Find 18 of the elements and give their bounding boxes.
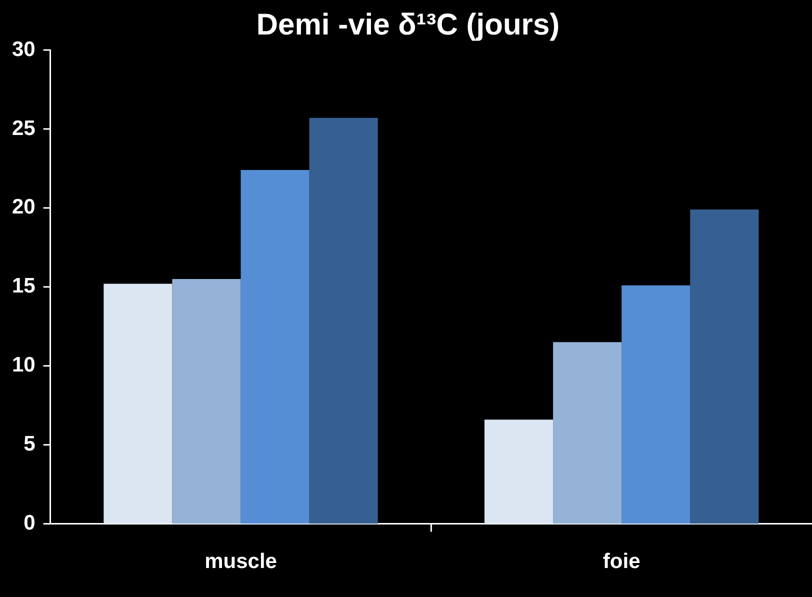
bar — [484, 420, 554, 524]
y-tick-label: 25 — [12, 116, 36, 140]
y-tick-label: 0 — [24, 512, 36, 535]
bar — [309, 118, 378, 524]
bar — [690, 210, 759, 524]
bar — [553, 342, 622, 524]
y-tick-label: 10 — [12, 354, 36, 377]
y-tick-label: 30 — [12, 38, 36, 61]
bar — [240, 170, 310, 524]
y-tick-label: 15 — [12, 274, 36, 298]
x-tick-label: muscle — [204, 550, 277, 574]
bar — [622, 285, 690, 524]
bar — [104, 284, 172, 524]
y-tick-label: 20 — [12, 196, 36, 219]
x-tick-label: foie — [602, 550, 640, 574]
chart-title: Demi -vie δ¹³C (jours) — [256, 8, 560, 42]
y-tick-label: 5 — [24, 432, 36, 456]
bar — [172, 279, 241, 524]
